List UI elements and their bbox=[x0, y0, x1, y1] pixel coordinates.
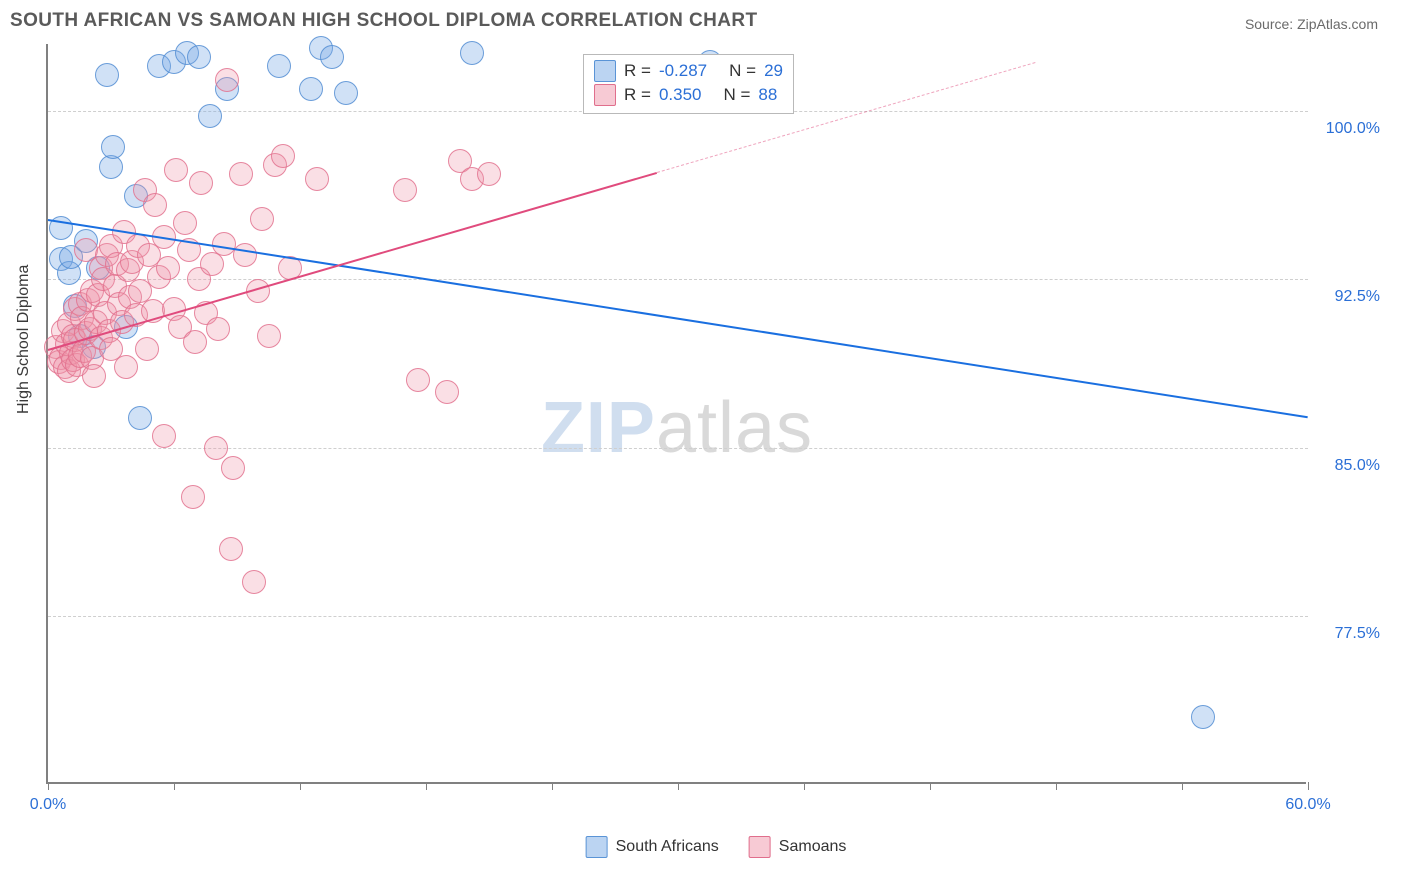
gridline bbox=[48, 448, 1308, 449]
data-point bbox=[181, 485, 205, 509]
stat-n-label: N = bbox=[729, 59, 756, 83]
data-point bbox=[206, 317, 230, 341]
data-point bbox=[135, 337, 159, 361]
data-point bbox=[82, 364, 106, 388]
data-point bbox=[164, 158, 188, 182]
data-point bbox=[128, 406, 152, 430]
data-point bbox=[204, 436, 228, 460]
data-point bbox=[271, 144, 295, 168]
legend-item-samoans: Samoans bbox=[749, 836, 847, 858]
x-tick bbox=[552, 782, 553, 790]
data-point bbox=[267, 54, 291, 78]
legend-label-b: Samoans bbox=[779, 838, 847, 856]
y-axis-label: High School Diploma bbox=[15, 265, 33, 414]
data-point bbox=[114, 355, 138, 379]
y-tick-label: 92.5% bbox=[1335, 288, 1380, 306]
chart-container: High School Diploma ZIPatlas 77.5%85.0%9… bbox=[46, 44, 1386, 824]
stat-r-label: R = bbox=[624, 83, 651, 107]
x-tick bbox=[804, 782, 805, 790]
legend-swatch-a bbox=[586, 836, 608, 858]
watermark-zip: ZIP bbox=[541, 388, 656, 468]
stat-row: R = 0.350 N = 88 bbox=[594, 83, 783, 107]
source-label: Source: ZipAtlas.com bbox=[1245, 16, 1378, 32]
data-point bbox=[183, 330, 207, 354]
data-point bbox=[320, 45, 344, 69]
stat-row: R = -0.287 N = 29 bbox=[594, 59, 783, 83]
data-point bbox=[219, 537, 243, 561]
gridline bbox=[48, 279, 1308, 280]
gridline bbox=[48, 616, 1308, 617]
data-point bbox=[406, 368, 430, 392]
bottom-legend: South Africans Samoans bbox=[586, 836, 847, 858]
data-point bbox=[460, 41, 484, 65]
x-tick bbox=[300, 782, 301, 790]
data-point bbox=[221, 456, 245, 480]
data-point bbox=[305, 167, 329, 191]
stat-n-label: N = bbox=[723, 83, 750, 107]
stat-swatch bbox=[594, 84, 616, 106]
x-tick-label: 0.0% bbox=[30, 796, 66, 814]
data-point bbox=[152, 424, 176, 448]
data-point bbox=[187, 45, 211, 69]
data-point bbox=[242, 570, 266, 594]
stat-n-value: 29 bbox=[764, 59, 783, 83]
stat-n-value: 88 bbox=[758, 83, 777, 107]
data-point bbox=[233, 243, 257, 267]
x-tick-label: 60.0% bbox=[1285, 796, 1330, 814]
x-tick bbox=[1182, 782, 1183, 790]
data-point bbox=[200, 252, 224, 276]
data-point bbox=[299, 77, 323, 101]
stat-r-value: 0.350 bbox=[659, 83, 702, 107]
legend-swatch-b bbox=[749, 836, 771, 858]
data-point bbox=[250, 207, 274, 231]
data-point bbox=[101, 135, 125, 159]
x-tick bbox=[1056, 782, 1057, 790]
data-point bbox=[95, 63, 119, 87]
correlation-stat-box: R = -0.287 N = 29 R = 0.350 N = 88 bbox=[583, 54, 794, 114]
stat-r-value: -0.287 bbox=[659, 59, 707, 83]
data-point bbox=[435, 380, 459, 404]
data-point bbox=[215, 68, 239, 92]
watermark: ZIPatlas bbox=[541, 387, 813, 469]
y-tick-label: 100.0% bbox=[1326, 120, 1380, 138]
data-point bbox=[189, 171, 213, 195]
data-point bbox=[173, 211, 197, 235]
x-tick bbox=[678, 782, 679, 790]
x-tick bbox=[930, 782, 931, 790]
y-tick-label: 77.5% bbox=[1335, 625, 1380, 643]
data-point bbox=[334, 81, 358, 105]
watermark-atlas: atlas bbox=[656, 388, 813, 468]
data-point bbox=[477, 162, 501, 186]
y-tick-label: 85.0% bbox=[1335, 457, 1380, 475]
stat-swatch bbox=[594, 60, 616, 82]
data-point bbox=[393, 178, 417, 202]
data-point bbox=[143, 193, 167, 217]
data-point bbox=[257, 324, 281, 348]
stat-r-label: R = bbox=[624, 59, 651, 83]
data-point bbox=[156, 256, 180, 280]
legend-label-a: South Africans bbox=[616, 838, 719, 856]
plot-area: High School Diploma ZIPatlas 77.5%85.0%9… bbox=[46, 44, 1306, 784]
data-point bbox=[1191, 705, 1215, 729]
data-point bbox=[198, 104, 222, 128]
x-tick bbox=[48, 782, 49, 790]
x-tick bbox=[174, 782, 175, 790]
x-tick bbox=[1308, 782, 1309, 790]
trend-line bbox=[48, 219, 1308, 418]
data-point bbox=[229, 162, 253, 186]
chart-title: SOUTH AFRICAN VS SAMOAN HIGH SCHOOL DIPL… bbox=[10, 10, 757, 32]
x-tick bbox=[426, 782, 427, 790]
legend-item-south-africans: South Africans bbox=[586, 836, 719, 858]
